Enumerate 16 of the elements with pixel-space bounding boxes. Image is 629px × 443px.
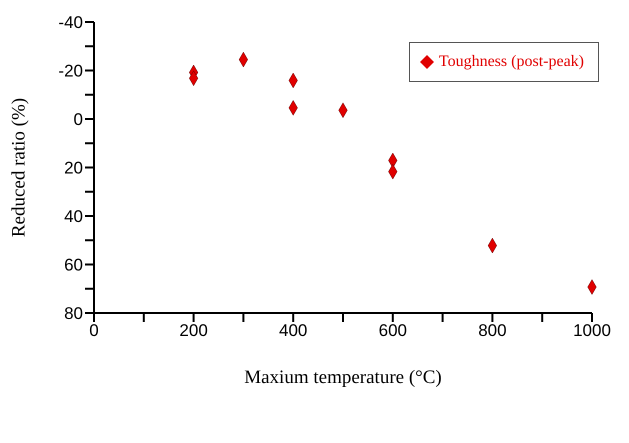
y-tick-label: 40 <box>64 207 83 226</box>
y-tick-label: -40 <box>58 13 83 32</box>
y-tick-label: 60 <box>64 256 83 275</box>
x-tick-label: 1000 <box>573 321 611 340</box>
y-tick-label: -20 <box>58 62 83 81</box>
x-axis-title: Maxium temperature (°C) <box>244 367 442 388</box>
y-tick-label: 20 <box>64 158 83 178</box>
x-tick-label: 200 <box>179 321 208 340</box>
y-tick-label: 80 <box>64 304 83 324</box>
y-axis-title: Reduced ratio (%) <box>8 98 30 238</box>
y-tick-label: 0 <box>74 110 83 130</box>
x-tick-label: 600 <box>378 321 407 340</box>
x-tick-label: 400 <box>279 321 308 340</box>
x-tick-label: 0 <box>89 321 99 340</box>
x-tick-label: 800 <box>478 321 507 340</box>
legend-label: Toughness (post-peak) <box>438 53 584 71</box>
